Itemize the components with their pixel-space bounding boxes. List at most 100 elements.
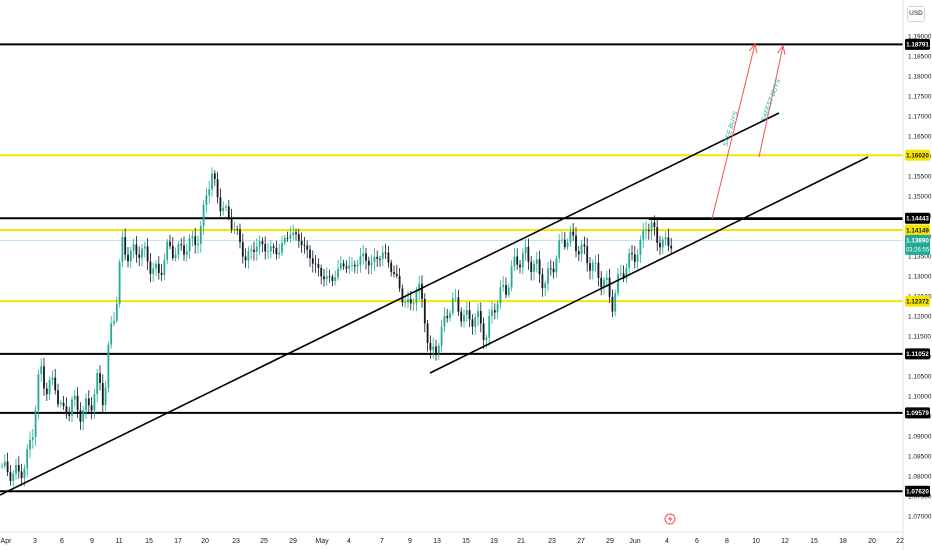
candle-body: [339, 263, 342, 269]
candle-body: [286, 237, 289, 239]
candle-body: [659, 242, 661, 248]
level-price-text: 1.14443: [906, 216, 929, 223]
candle-body: [334, 277, 337, 282]
candle-body: [272, 246, 275, 248]
candle-body: [636, 254, 639, 262]
candle-body: [323, 276, 325, 280]
candle-body: [281, 242, 283, 253]
candle-body: [99, 373, 101, 384]
candle-body: [463, 314, 465, 322]
price-tick: 1.17000: [908, 113, 932, 120]
candle-body: [1, 465, 3, 467]
level-price-text: 1.16020: [906, 153, 929, 160]
date-tick: 29: [606, 538, 614, 545]
candle-body: [62, 402, 65, 407]
candle-body: [348, 265, 351, 269]
candle-body: [160, 272, 163, 275]
candle-body: [59, 402, 62, 405]
candle-body: [642, 230, 645, 240]
candle-body: [292, 232, 295, 236]
candle-body: [600, 277, 603, 288]
candle-body: [183, 245, 185, 255]
candle-body: [303, 245, 306, 246]
candle-body: [591, 262, 594, 271]
candle-body: [505, 285, 507, 295]
candle-body: [603, 279, 605, 288]
candle-body: [650, 222, 653, 232]
currency-label[interactable]: USD: [907, 6, 925, 22]
candle-body: [569, 231, 572, 243]
lightning-icon[interactable]: [664, 513, 676, 525]
level-price-label: [905, 295, 930, 307]
candle-body: [82, 410, 85, 422]
candle-body: [253, 249, 255, 252]
price-tick: 1.18000: [908, 73, 932, 80]
candle-body: [48, 380, 51, 395]
price-tick: 1.13500: [908, 253, 932, 260]
candle-body: [538, 259, 541, 275]
date-tick: 15: [810, 538, 818, 545]
candle-body: [446, 316, 449, 319]
candle-body: [496, 303, 499, 313]
candle-body: [101, 383, 104, 406]
date-tick: 27: [577, 538, 585, 545]
candle-body: [625, 268, 628, 279]
candle-body: [208, 189, 211, 196]
candle-body: [653, 222, 656, 228]
candle-body: [155, 263, 157, 269]
date-tick: 7: [380, 538, 384, 545]
candle-body: [45, 388, 48, 395]
candle-body: [423, 298, 426, 324]
date-tick: 22: [896, 538, 904, 545]
candle-body: [384, 252, 387, 254]
candle-body: [398, 275, 401, 289]
candle-body: [199, 226, 202, 244]
candle-body: [169, 241, 171, 246]
candle-body: [631, 253, 633, 255]
candle-body: [401, 288, 404, 303]
level-price-text: 1.18791: [906, 42, 929, 49]
date-tick: 9: [90, 538, 94, 545]
countdown-text: 03:26:55: [906, 247, 930, 253]
candle-body: [121, 237, 124, 263]
level-price-label: [905, 149, 930, 161]
candle-body: [426, 323, 429, 343]
candle-body: [320, 267, 323, 277]
candle-body: [373, 256, 376, 263]
candle-body: [264, 244, 267, 252]
candle-body: [664, 237, 667, 240]
candle-body: [146, 246, 149, 262]
candle-body: [244, 256, 247, 261]
candle-body: [93, 394, 96, 411]
candle-body: [132, 244, 135, 251]
candle-body: [309, 249, 311, 259]
level-price-label: [905, 212, 930, 224]
candle-body: [3, 461, 6, 466]
candle-body: [40, 366, 43, 375]
candle-body: [647, 230, 650, 232]
time-axis[interactable]: Apr 3 6 9 11 15 17 20 23 25 29 May 4 7 9 13 15 19 21 23 27 29…: [1, 538, 904, 545]
price-tick: 1.09000: [908, 433, 932, 440]
candle-body: [351, 264, 353, 266]
candle-body: [524, 246, 527, 254]
candle-body: [516, 256, 519, 265]
candle-body: [499, 287, 502, 304]
price-level-labels: 1.18791 1.16020 1.14443 1.14149 1.12372 1.110…: [905, 38, 930, 497]
candle-body: [152, 268, 155, 274]
candle-body: [561, 239, 563, 241]
candle-body: [510, 266, 513, 288]
candle-body: [163, 259, 166, 275]
candle-body: [572, 231, 575, 236]
candle-body: [507, 287, 510, 295]
level-price-text: 1.09579: [906, 410, 929, 417]
date-tick: 11: [115, 538, 122, 545]
date-tick: 4: [665, 538, 669, 545]
date-tick: 13: [433, 538, 441, 545]
candle-body: [370, 262, 373, 266]
candle-body: [31, 437, 34, 440]
candle-body: [356, 264, 359, 267]
candle-body: [381, 252, 384, 260]
candle-body: [177, 244, 180, 255]
